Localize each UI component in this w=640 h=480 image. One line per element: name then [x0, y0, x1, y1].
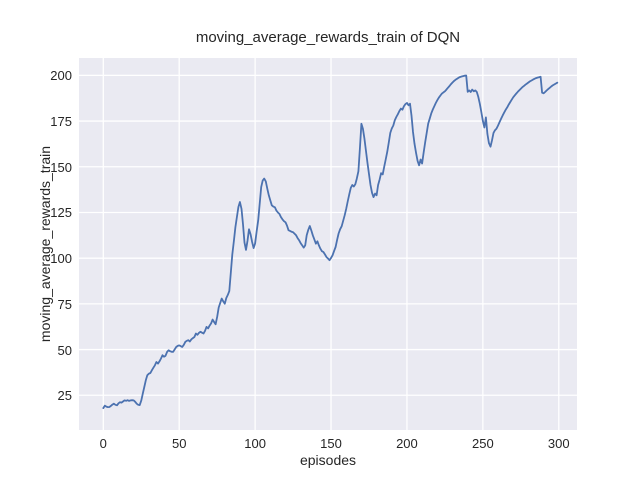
x-axis-label: episodes	[299, 452, 357, 468]
y-tick-label: 200	[50, 68, 72, 84]
line-series-moving_average_rewards_train	[102, 74, 559, 410]
x-tick-label: 0	[99, 436, 107, 451]
y-tick-label: 50	[57, 342, 72, 358]
x-tick-label: 50	[171, 436, 187, 451]
y-tick-label: 75	[57, 296, 72, 312]
y-tick-label: 150	[50, 159, 72, 175]
x-tick-label: 250	[472, 436, 494, 451]
x-tick-label: 150	[320, 436, 342, 451]
y-axis-label: moving_average_rewards_train	[37, 145, 53, 343]
x-tick-label: 300	[547, 436, 570, 451]
chart-title: moving_average_rewards_train of DQN	[195, 29, 461, 46]
plot-background	[79, 58, 577, 430]
y-tick-label: 125	[50, 205, 72, 221]
y-tick-label: 25	[57, 388, 72, 404]
y-tick-label: 100	[50, 251, 72, 267]
x-tick-label: 200	[396, 436, 418, 451]
x-tick-label: 100	[244, 436, 266, 451]
y-tick-label: 175	[50, 114, 72, 130]
